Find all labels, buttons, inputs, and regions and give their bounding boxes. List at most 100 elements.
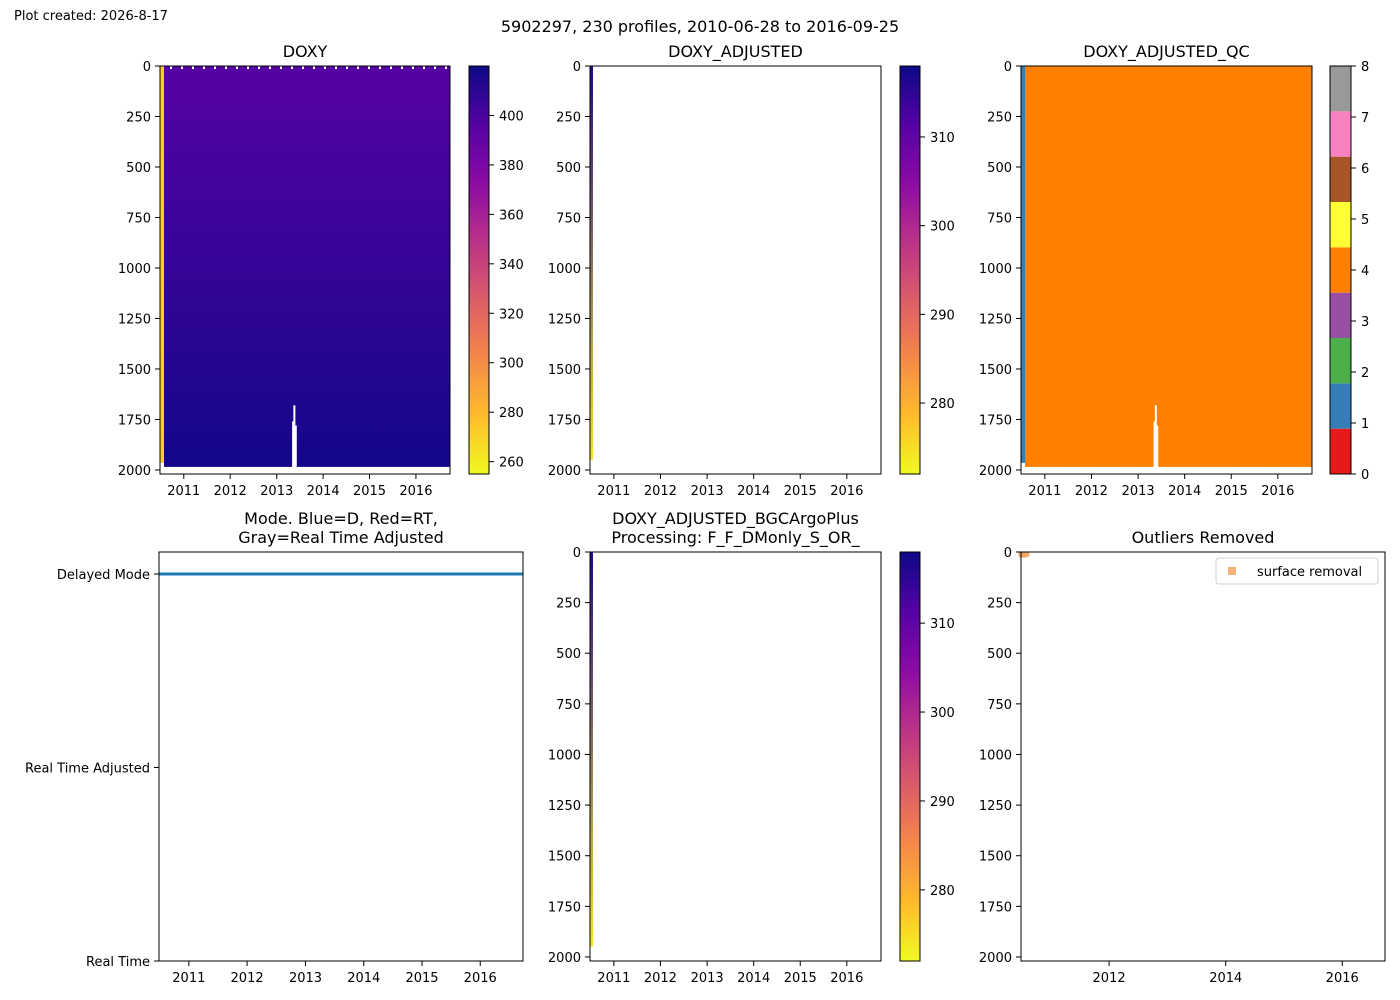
y-tick-label: 1000 bbox=[979, 262, 1012, 277]
bottom-raggedness bbox=[1180, 466, 1183, 477]
surface-speck bbox=[357, 66, 359, 69]
y-tick-label: 1250 bbox=[979, 312, 1012, 327]
axes-frame bbox=[158, 551, 524, 962]
bottom-raggedness bbox=[1082, 466, 1085, 471]
surface-speck bbox=[434, 66, 436, 69]
colorbar-tick-label: 300 bbox=[930, 706, 955, 721]
surface-speck bbox=[313, 66, 315, 69]
colorbar-tick-label: 320 bbox=[499, 307, 524, 322]
bottom-raggedness bbox=[339, 466, 342, 473]
y-tick-label: 1500 bbox=[548, 850, 581, 865]
panel-doxy: DOXY 2011 2012 2013 2014 2015 2016 0 250 500 750 10… bbox=[118, 42, 524, 499]
y-tick-label: 0 bbox=[1004, 546, 1012, 561]
bottom-raggedness bbox=[417, 466, 420, 476]
x-tick-label: 2013 bbox=[1122, 484, 1155, 499]
y-tick-label: 1250 bbox=[548, 312, 581, 327]
axes-frame bbox=[589, 65, 882, 475]
surface-speck bbox=[280, 66, 282, 69]
bottom-raggedness bbox=[200, 466, 203, 475]
bottom-raggedness bbox=[315, 466, 318, 475]
x-tick-label: 2011 bbox=[1028, 484, 1061, 499]
bottom-raggedness bbox=[1176, 466, 1179, 475]
bottom-raggedness bbox=[294, 466, 297, 472]
colorbar-tick-label: 260 bbox=[499, 456, 524, 471]
bottom-raggedness bbox=[237, 466, 240, 472]
first-profile-column bbox=[160, 66, 164, 463]
bottom-raggedness bbox=[351, 466, 354, 472]
y-tick-label: 750 bbox=[987, 211, 1012, 226]
bottom-raggedness bbox=[249, 466, 252, 471]
x-tick-label: 2012 bbox=[644, 971, 677, 986]
bottom-raggedness bbox=[266, 466, 269, 472]
x-tick-label: 2016 bbox=[1261, 484, 1294, 499]
x-tick-label: 2015 bbox=[1215, 484, 1248, 499]
x-tick-label: 2016 bbox=[399, 484, 432, 499]
qc-colorbar-segment bbox=[1330, 156, 1351, 202]
panel-title: Mode. Blue=D, Red=RT, bbox=[244, 509, 438, 528]
bottom-raggedness bbox=[311, 466, 314, 473]
data-gap bbox=[1156, 425, 1159, 467]
bottom-raggedness bbox=[343, 466, 346, 475]
x-tick-label: 2013 bbox=[260, 484, 293, 499]
panel-title: Processing: F_F_DMonly_S_OR_ bbox=[611, 528, 860, 548]
y-tick-label: 2000 bbox=[548, 464, 581, 479]
bottom-raggedness bbox=[1266, 466, 1269, 477]
surface-speck bbox=[445, 66, 447, 69]
x-tick-label: 2015 bbox=[784, 971, 817, 986]
surface-speck bbox=[236, 66, 238, 69]
y-tick-label: 1000 bbox=[548, 262, 581, 277]
bottom-raggedness bbox=[1258, 466, 1261, 473]
bottom-raggedness bbox=[1119, 466, 1122, 475]
y-tick-label: 250 bbox=[987, 597, 1012, 612]
x-tick-label: 2016 bbox=[464, 971, 497, 986]
bottom-raggedness bbox=[245, 466, 248, 476]
colorbar bbox=[899, 551, 921, 962]
bottom-raggedness bbox=[1070, 466, 1073, 472]
colorbar-tick-label: 0 bbox=[1361, 468, 1369, 483]
colorbar-tick-label: 280 bbox=[499, 406, 524, 421]
bottom-raggedness bbox=[356, 466, 359, 474]
x-tick-label: 2013 bbox=[691, 971, 724, 986]
x-tick-label: 2014 bbox=[737, 971, 770, 986]
y-tick-label: 250 bbox=[556, 597, 581, 612]
qc-colorbar-segment bbox=[1330, 66, 1351, 112]
bottom-raggedness bbox=[270, 466, 273, 474]
colorbar-tick-label: 340 bbox=[499, 258, 524, 273]
y-tick-label: 500 bbox=[126, 161, 151, 176]
x-tick-label: 2012 bbox=[1093, 971, 1126, 986]
bottom-raggedness bbox=[1283, 466, 1286, 471]
data-gap bbox=[292, 421, 295, 467]
y-tick-label: 1500 bbox=[548, 363, 581, 378]
x-tick-label: 2016 bbox=[830, 484, 863, 499]
surface-speck bbox=[192, 66, 194, 69]
panel-title: Gray=Real Time Adjusted bbox=[238, 528, 444, 547]
panel-outliers: Outliers Removed 2012 2014 2016 0 250 500 750 10… bbox=[979, 528, 1386, 986]
colorbar-tick-label: 310 bbox=[930, 131, 955, 146]
bottom-raggedness bbox=[425, 466, 428, 473]
bottom-raggedness bbox=[1131, 466, 1134, 474]
bottom-raggedness bbox=[257, 466, 260, 475]
bottom-raggedness bbox=[274, 466, 277, 476]
surface-speck bbox=[390, 66, 392, 69]
bottom-raggedness bbox=[1271, 466, 1273, 472]
colorbar-tick-label: 360 bbox=[499, 208, 524, 223]
bottom-raggedness bbox=[1250, 466, 1253, 476]
x-tick-label: 2011 bbox=[167, 484, 200, 499]
y-tick-label: 1000 bbox=[118, 262, 151, 277]
bottom-raggedness bbox=[262, 466, 265, 477]
bottom-raggedness bbox=[172, 466, 175, 475]
x-tick-label: 2014 bbox=[1168, 484, 1201, 499]
bottom-raggedness bbox=[233, 466, 236, 477]
bottom-raggedness bbox=[1074, 466, 1077, 474]
bottom-raggedness bbox=[1254, 466, 1257, 471]
bottom-raggedness bbox=[1172, 466, 1175, 473]
y-tick-label: 1500 bbox=[118, 363, 151, 378]
surface-speck bbox=[368, 66, 370, 69]
bottom-raggedness bbox=[1053, 466, 1056, 471]
y-tick-label: 250 bbox=[987, 110, 1012, 125]
legend-box bbox=[1215, 557, 1379, 585]
y-tick-label: 750 bbox=[126, 211, 151, 226]
bottom-raggedness bbox=[1156, 466, 1159, 472]
bottom-raggedness bbox=[1168, 466, 1171, 471]
data-gap bbox=[294, 425, 297, 467]
